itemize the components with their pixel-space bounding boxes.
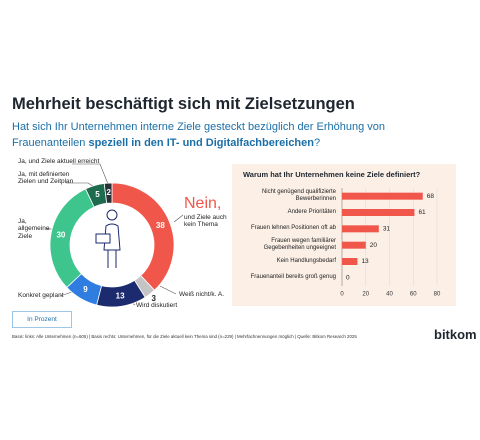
value-label: 0 <box>346 275 350 282</box>
x-tick-label: 80 <box>434 292 441 298</box>
category-label: Ja, allgemeine Ziele <box>18 218 50 240</box>
bar <box>342 258 358 265</box>
donut-segment <box>103 182 113 204</box>
x-tick-label: 0 <box>340 292 344 298</box>
bar <box>342 192 423 200</box>
value-label: 13 <box>361 258 369 265</box>
bar <box>342 241 366 249</box>
subtitle: Hat sich Ihr Unternehmen interne Ziele g… <box>12 121 385 133</box>
subtitle-bold: speziell in den IT- und Digitalfachberei… <box>88 137 314 149</box>
donut-segment <box>111 182 175 291</box>
subtitle-text: Frauenanteilen <box>12 137 89 149</box>
bar <box>342 225 379 233</box>
category-label: Weiß nicht/k. A. <box>179 291 225 298</box>
annotation: und Ziele auch kein Thema <box>184 214 227 229</box>
value-label: 31 <box>383 226 391 233</box>
x-tick-label: 40 <box>386 292 393 298</box>
value-label: 5 <box>95 190 100 199</box>
category-label: Kein Handlungsbedarf <box>276 258 336 265</box>
category-label: Ja, mit definierten Zielen und Zeitplan <box>18 171 74 186</box>
subtitle-end: ? <box>314 137 321 149</box>
value-label: 30 <box>56 230 65 239</box>
logo: bitkom <box>434 327 477 342</box>
category-label: Frauenanteil bereits groß genug <box>250 274 336 281</box>
category-label: Konkret geplant <box>18 292 64 299</box>
x-tick-label: 60 <box>410 292 417 298</box>
bar <box>342 209 415 216</box>
footnote: Basis: links: Alle Unternehmen (n=605) |… <box>12 334 357 339</box>
category-label: Andere Prioritäten <box>287 209 336 216</box>
unit-button[interactable]: In Prozent <box>12 311 72 328</box>
category-label: Wird diskutiert <box>136 302 178 309</box>
panel <box>232 164 456 306</box>
value-label: 61 <box>418 209 426 216</box>
icon <box>95 209 121 268</box>
x-tick-label: 20 <box>362 292 369 298</box>
category-label: Frauen wegen familiärer Gegebenheiten un… <box>263 238 336 252</box>
subtitle: Frauenanteilen speziell in den IT- und D… <box>12 137 320 149</box>
value-label: 3 <box>151 294 156 303</box>
value-label: 38 <box>156 221 165 230</box>
value-label: 9 <box>83 285 88 294</box>
category-label: Frauen lehnen Positionen oft ab <box>250 225 336 232</box>
value-label: 13 <box>116 291 125 300</box>
value-label: 2 <box>107 188 112 197</box>
chart-title: Warum hat Ihr Unternehmen keine Ziele de… <box>243 170 421 179</box>
category-label: Nein, <box>184 195 222 212</box>
title: Mehrheit beschäftigt sich mit Zielsetzun… <box>12 95 355 113</box>
value-label: 68 <box>427 193 435 200</box>
category-label: Ja, und Ziele aktuell erreicht <box>18 158 100 165</box>
value-label: 20 <box>370 242 378 249</box>
category-label: Nicht genügend qualifizierte Bewerberinn… <box>261 189 336 203</box>
